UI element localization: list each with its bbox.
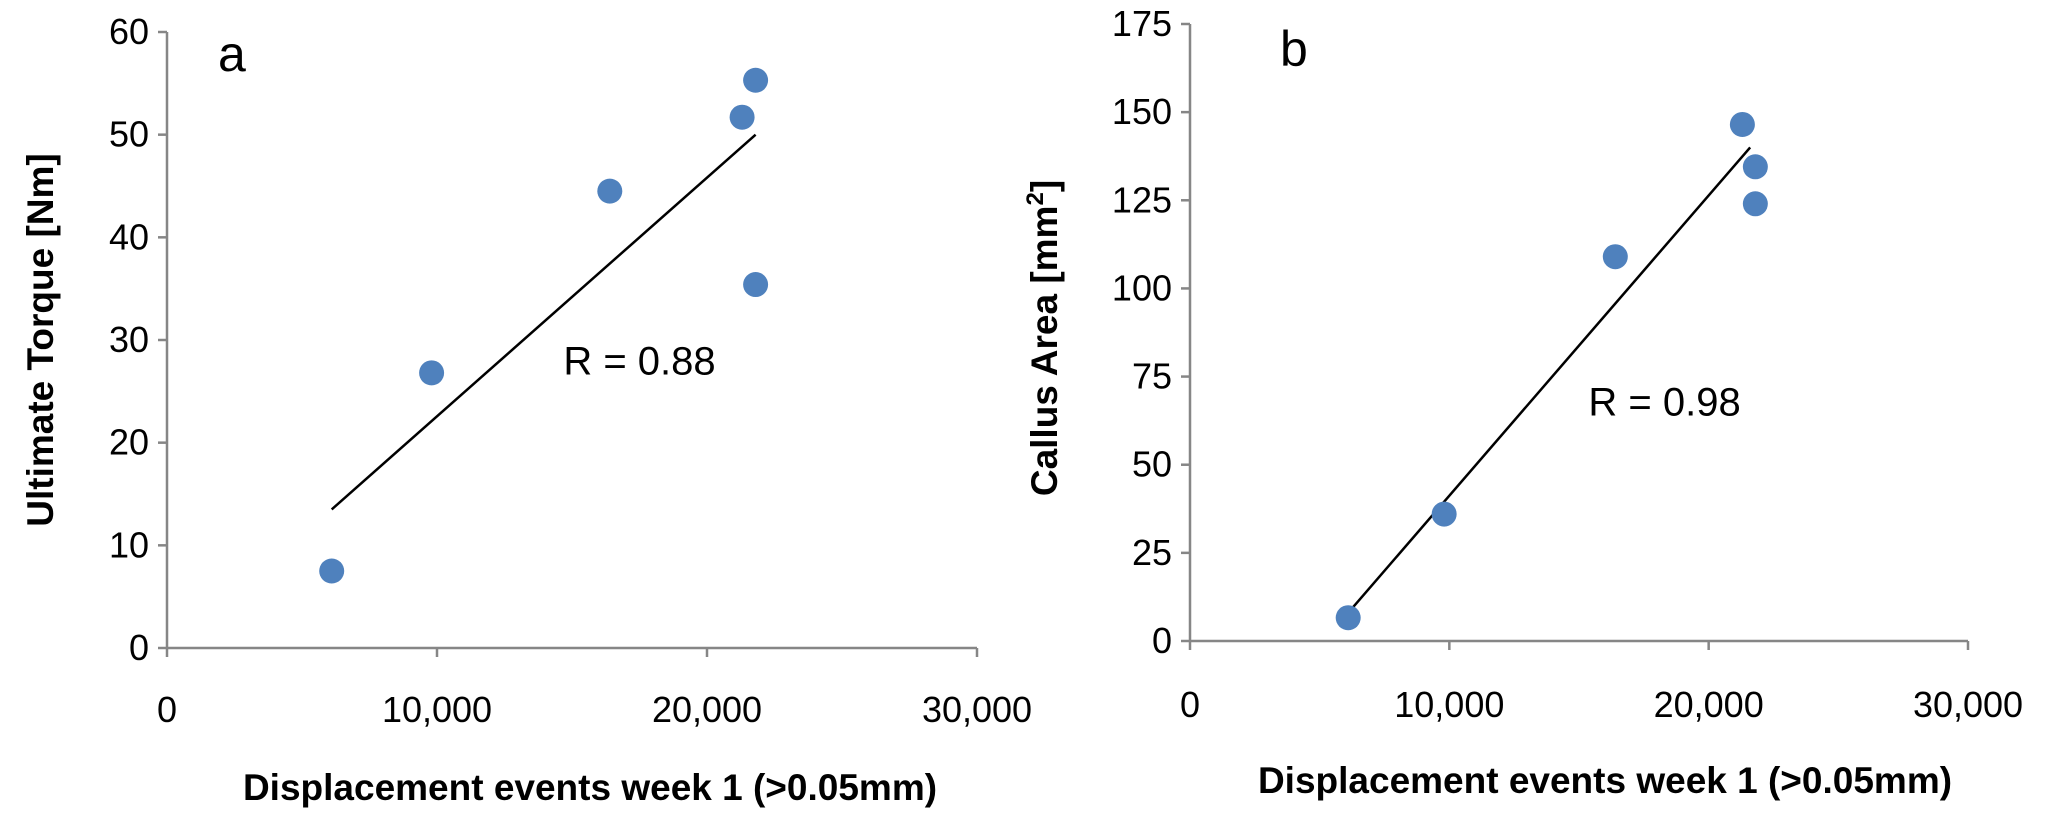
y-tick-label: 20 — [109, 422, 149, 463]
data-point — [729, 104, 755, 130]
panel-label: a — [218, 26, 246, 82]
y-tick-label: 60 — [109, 11, 149, 52]
y-tick-label: 50 — [1132, 444, 1172, 485]
data-point — [1602, 244, 1628, 270]
x-tick-label: 30,000 — [1913, 684, 2023, 725]
data-point — [1729, 111, 1755, 137]
x-tick-label: 30,000 — [922, 689, 1032, 730]
chart-panel-b: 0 25 50 75 100 125 150 175 0 10,000 20,000 30,000 b… — [1022, 3, 2023, 801]
data-point — [743, 272, 769, 298]
x-tick-label: 10,000 — [382, 689, 492, 730]
y-tick-label: 0 — [129, 627, 149, 668]
y-tick-label: 75 — [1132, 356, 1172, 397]
x-tick-label: 0 — [157, 689, 177, 730]
data-point — [1742, 191, 1768, 217]
chart-panel-a: 0 10 20 30 40 50 60 0 10,000 20,000 30,000 a R = 0… — [20, 11, 1032, 808]
y-tick-label: 175 — [1112, 3, 1172, 44]
y-axis-title: Ultimate Torque [Nm] — [20, 153, 61, 526]
correlation-annotation: R = 0.98 — [1588, 380, 1740, 424]
y-tick-label: 100 — [1112, 267, 1172, 308]
x-tick-label: 0 — [1180, 684, 1200, 725]
y-tick-label: 30 — [109, 319, 149, 360]
y-axis-title-main: Callus Area [mm — [1024, 206, 1065, 497]
x-axis-title: Displacement events week 1 (>0.05mm) — [243, 767, 937, 808]
data-point — [743, 67, 769, 93]
y-axis-title-superscript: 2 — [1022, 192, 1049, 205]
panel-label: b — [1280, 21, 1308, 77]
data-point — [1742, 154, 1768, 180]
x-tick-label: 10,000 — [1394, 684, 1504, 725]
y-tick-label: 0 — [1152, 620, 1172, 661]
data-point — [319, 558, 345, 584]
x-tick-label: 20,000 — [652, 689, 762, 730]
y-tick-label: 150 — [1112, 91, 1172, 132]
trendline — [330, 133, 757, 511]
y-axis-title: Callus Area [mm2] — [1022, 180, 1065, 496]
y-tick-label: 50 — [109, 114, 149, 155]
correlation-annotation: R = 0.88 — [563, 340, 715, 384]
data-point — [1431, 501, 1457, 527]
y-tick-label: 10 — [109, 524, 149, 565]
data-point — [1335, 605, 1361, 631]
data-point — [597, 178, 623, 204]
trendline — [1347, 146, 1752, 614]
x-tick-label: 20,000 — [1654, 684, 1764, 725]
y-tick-label: 125 — [1112, 179, 1172, 220]
data-point — [419, 360, 445, 386]
y-tick-label: 25 — [1132, 532, 1172, 573]
x-axis-title: Displacement events week 1 (>0.05mm) — [1258, 760, 1952, 801]
y-tick-label: 40 — [109, 216, 149, 257]
y-axis-title-end: ] — [1024, 180, 1065, 192]
